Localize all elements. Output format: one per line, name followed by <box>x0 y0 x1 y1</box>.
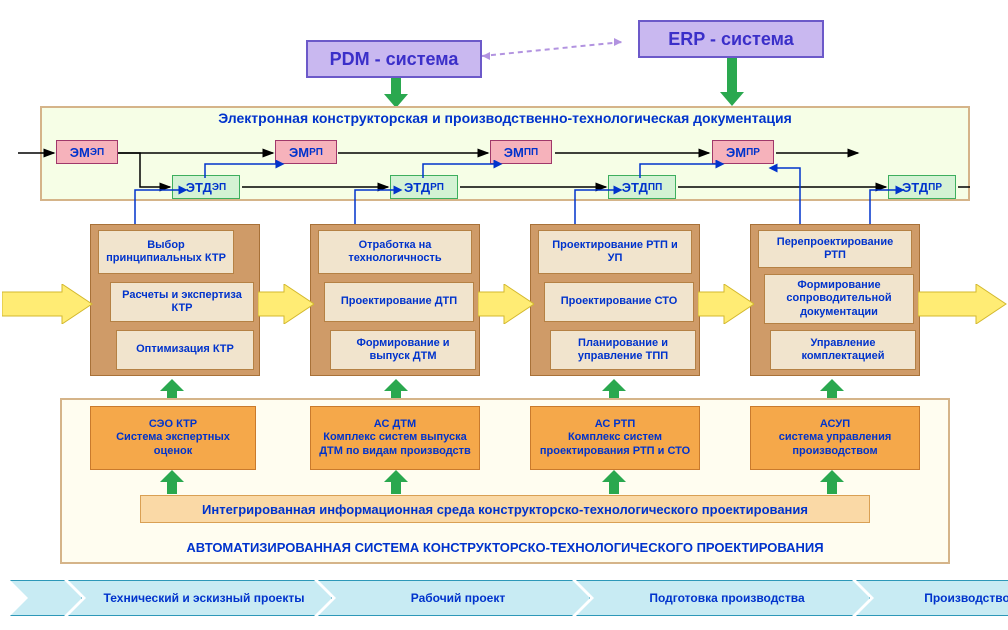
flow-arrow-out <box>918 284 1008 324</box>
flow-arrow-2 <box>478 284 534 324</box>
flow-arrow-1 <box>258 284 314 324</box>
doc-title: Электронная конструкторская и производст… <box>40 110 970 126</box>
pdm-arrow-down <box>384 78 408 108</box>
c3-c: Планирование и управление ТПП <box>550 330 696 370</box>
phase-d: Производство <box>856 580 1008 616</box>
orange-b: АС ДТМ Комплекс систем выпуска ДТМ по ви… <box>310 406 480 470</box>
green-up-b2 <box>384 470 408 494</box>
c3-a: Проектирование РТП и УП <box>538 230 692 274</box>
phase-start <box>10 580 82 616</box>
c3-b: Проектирование СТО <box>544 282 694 322</box>
c2-c: Формирование и выпуск ДТМ <box>330 330 476 370</box>
phase-b: Рабочий проект <box>318 580 590 616</box>
phase-c: Подготовка производства <box>576 580 870 616</box>
c1-c: Оптимизация КТР <box>116 330 254 370</box>
flow-arrow-3 <box>698 284 754 324</box>
pdm-box: PDM - система <box>306 40 482 78</box>
c2-a: Отработка на технологичность <box>318 230 472 274</box>
c4-a: Перепроектирование РТП <box>758 230 912 268</box>
c2-b: Проектирование ДТП <box>324 282 474 322</box>
phase-a: Технический и эскизный проекты <box>68 580 332 616</box>
erp-arrow-down <box>720 58 744 106</box>
banner-integrated: Интегрированная информационная среда кон… <box>140 495 870 523</box>
c4-c: Управление комплектацией <box>770 330 916 370</box>
c4-b: Формирование сопроводительной документац… <box>764 274 914 324</box>
green-up-b4 <box>820 470 844 494</box>
orange-a: СЭО КТР Система экспертных оценок <box>90 406 256 470</box>
green-up-b1 <box>160 470 184 494</box>
blue-connectors <box>0 160 1008 230</box>
green-up-b3 <box>602 470 626 494</box>
orange-c: АС РТП Комплекс систем проектирования РТ… <box>530 406 700 470</box>
orange-d: АСУП система управления производством <box>750 406 920 470</box>
erp-box: ERP - система <box>638 20 824 58</box>
banner-system: АВТОМАТИЗИРОВАННАЯ СИСТЕМА КОНСТРУКТОРСК… <box>60 540 950 555</box>
phase-row: Технический и эскизный проекты Рабочий п… <box>10 580 1008 616</box>
c1-a: Выбор принципиальных КТР <box>98 230 234 274</box>
dashed-link <box>482 36 638 62</box>
flow-arrow-in <box>2 284 94 324</box>
c1-b: Расчеты и экспертиза КТР <box>110 282 254 322</box>
